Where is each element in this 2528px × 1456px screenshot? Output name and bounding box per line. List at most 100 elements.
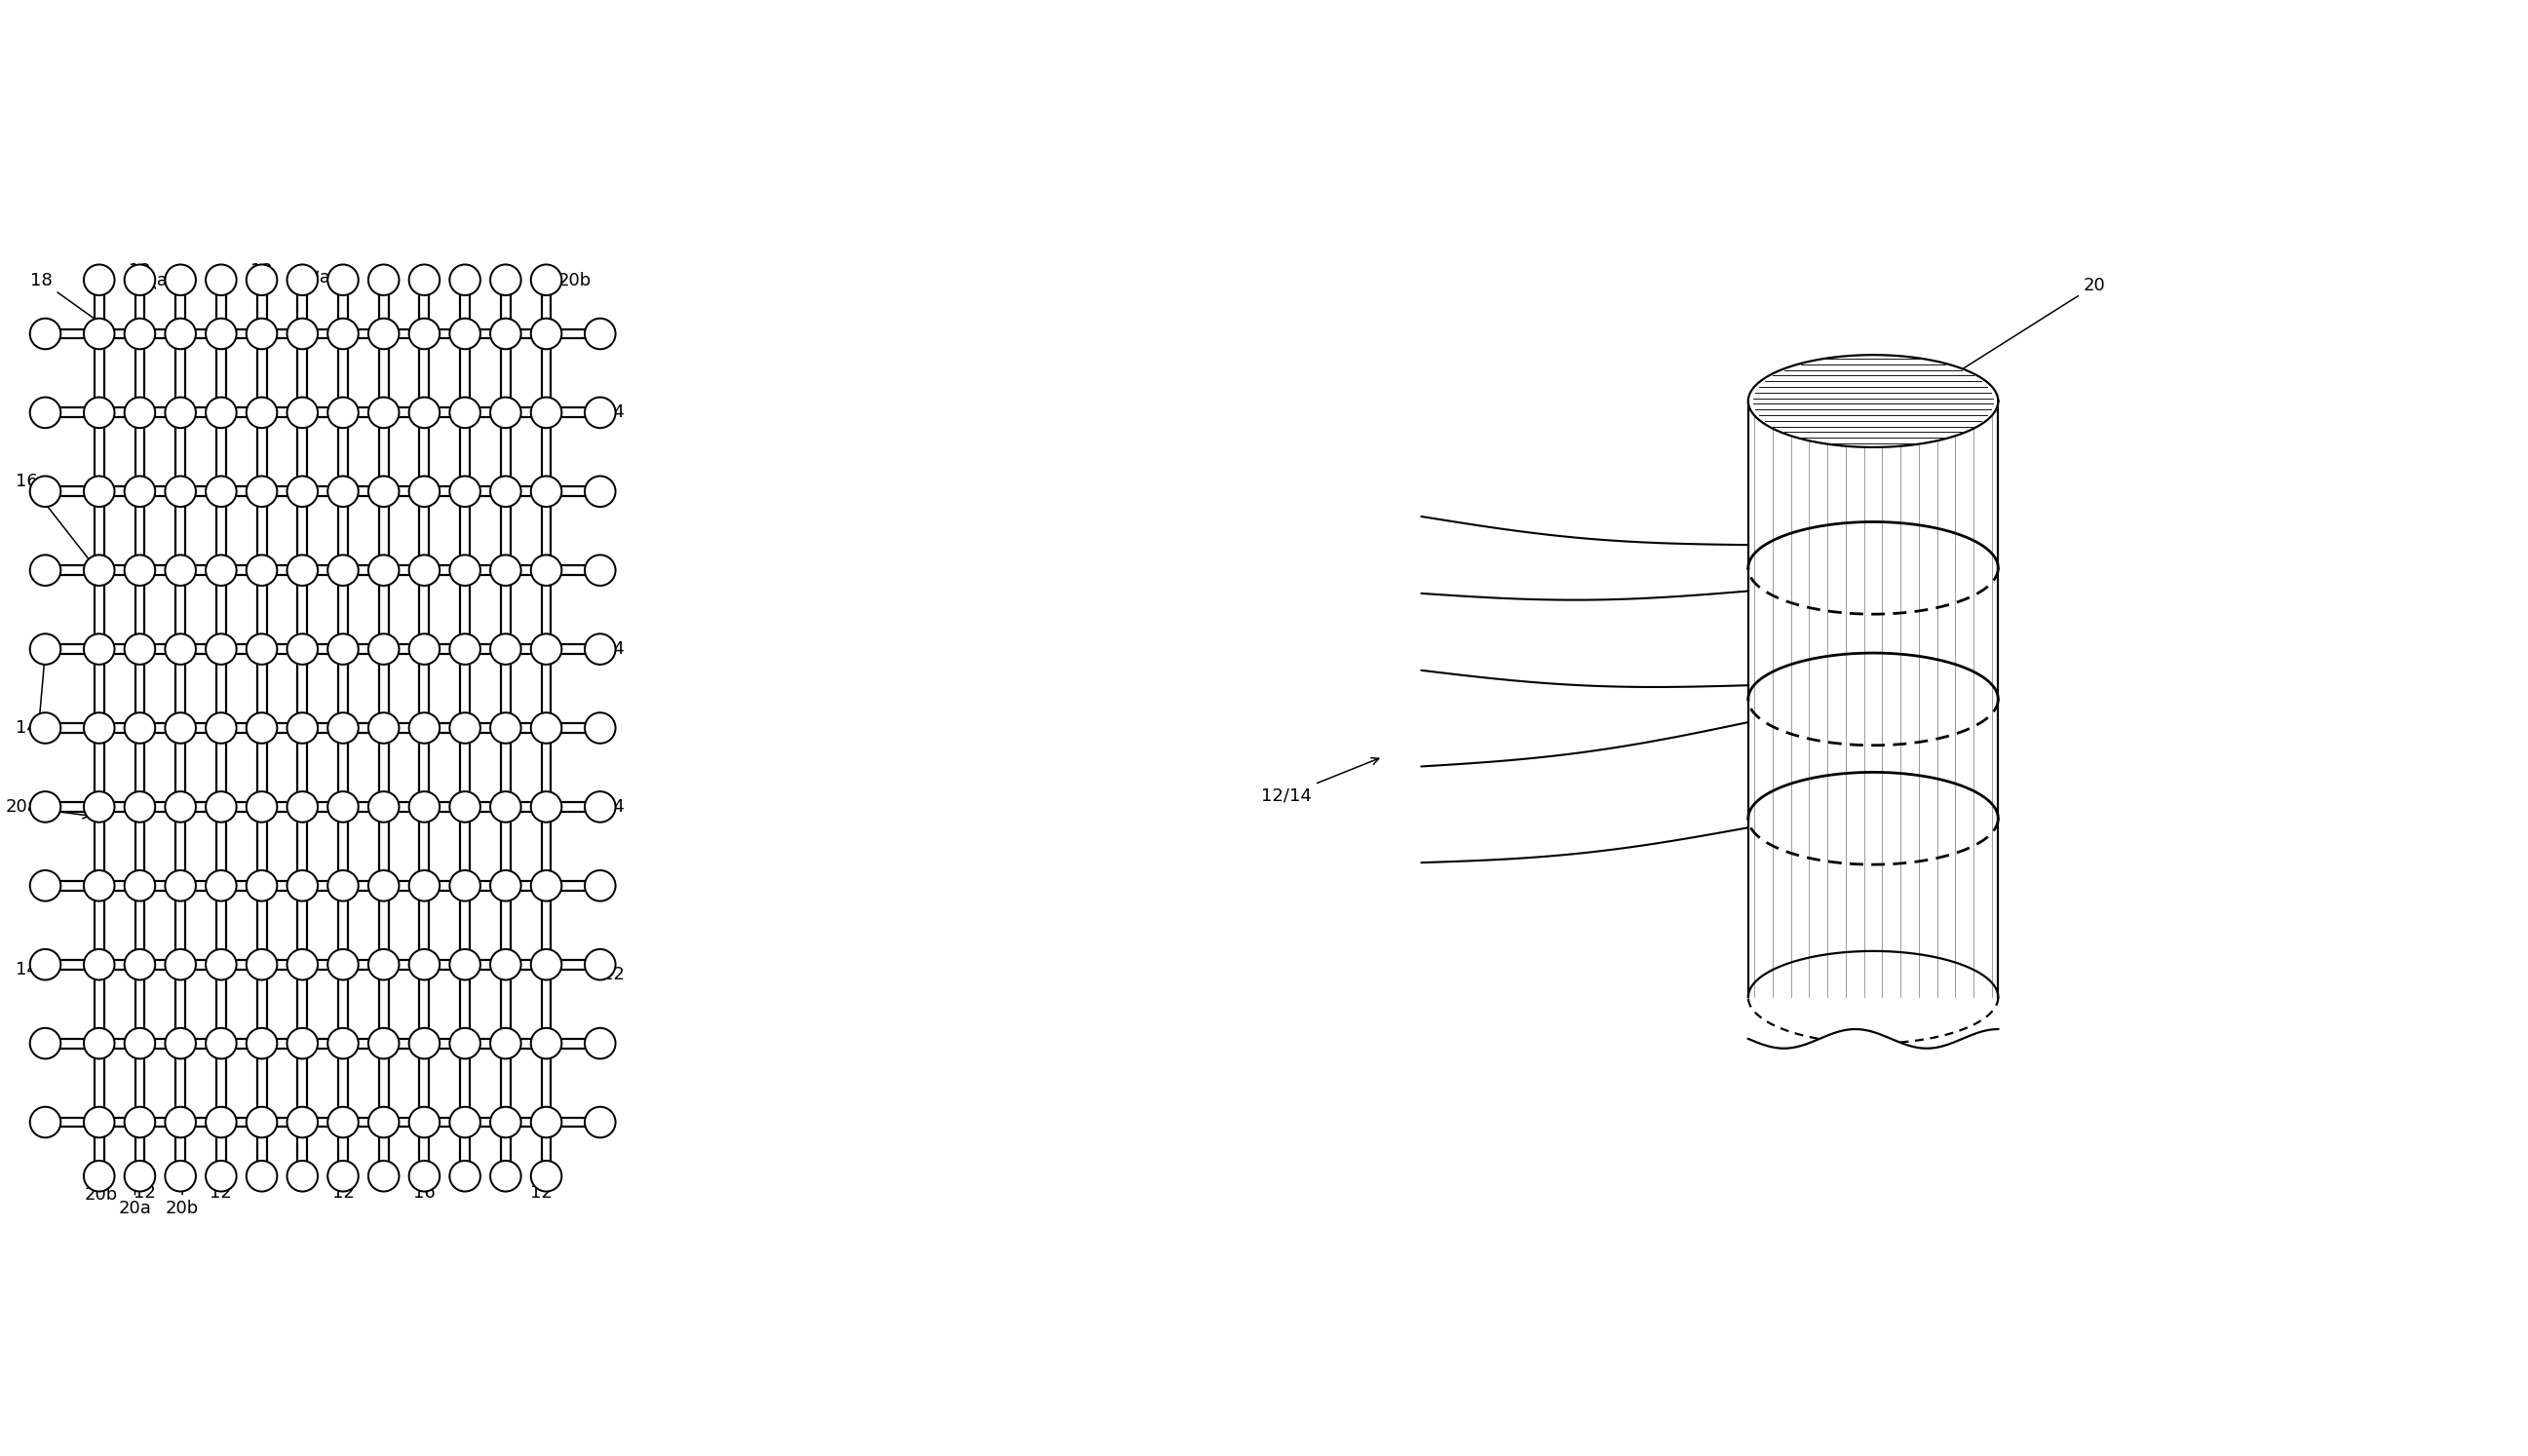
Circle shape bbox=[205, 397, 238, 428]
Circle shape bbox=[83, 792, 114, 823]
Circle shape bbox=[369, 265, 399, 296]
Circle shape bbox=[164, 712, 195, 744]
Circle shape bbox=[369, 633, 399, 664]
Circle shape bbox=[30, 949, 61, 980]
Circle shape bbox=[245, 1107, 278, 1137]
Circle shape bbox=[410, 476, 440, 507]
Circle shape bbox=[83, 397, 114, 428]
Circle shape bbox=[584, 1028, 614, 1059]
Circle shape bbox=[164, 265, 195, 296]
Circle shape bbox=[531, 792, 561, 823]
Circle shape bbox=[450, 265, 480, 296]
Circle shape bbox=[164, 1028, 195, 1059]
Circle shape bbox=[329, 1160, 359, 1191]
Circle shape bbox=[30, 712, 61, 744]
Circle shape bbox=[410, 265, 440, 296]
Circle shape bbox=[584, 555, 614, 585]
Text: 20a: 20a bbox=[5, 798, 91, 818]
Circle shape bbox=[124, 949, 154, 980]
Polygon shape bbox=[1749, 355, 1997, 447]
Text: 14: 14 bbox=[15, 961, 38, 978]
Polygon shape bbox=[1749, 400, 1997, 997]
Circle shape bbox=[205, 712, 238, 744]
Circle shape bbox=[329, 792, 359, 823]
Circle shape bbox=[450, 555, 480, 585]
Circle shape bbox=[124, 1107, 154, 1137]
Circle shape bbox=[124, 319, 154, 349]
Circle shape bbox=[450, 792, 480, 823]
Circle shape bbox=[450, 633, 480, 664]
Circle shape bbox=[164, 397, 195, 428]
Text: 20b: 20b bbox=[83, 1179, 119, 1203]
Circle shape bbox=[245, 265, 278, 296]
Circle shape bbox=[164, 319, 195, 349]
Circle shape bbox=[531, 265, 561, 296]
Circle shape bbox=[450, 319, 480, 349]
Circle shape bbox=[369, 949, 399, 980]
Circle shape bbox=[584, 949, 614, 980]
Circle shape bbox=[83, 949, 114, 980]
Circle shape bbox=[205, 265, 238, 296]
Text: 14: 14 bbox=[602, 798, 624, 815]
Text: 12/14: 12/14 bbox=[1261, 757, 1378, 804]
Circle shape bbox=[245, 1028, 278, 1059]
Circle shape bbox=[329, 1107, 359, 1137]
Circle shape bbox=[124, 1160, 154, 1191]
Circle shape bbox=[369, 1028, 399, 1059]
Circle shape bbox=[245, 319, 278, 349]
Circle shape bbox=[83, 476, 114, 507]
Circle shape bbox=[329, 712, 359, 744]
Circle shape bbox=[410, 633, 440, 664]
Circle shape bbox=[329, 871, 359, 901]
Circle shape bbox=[584, 319, 614, 349]
Circle shape bbox=[83, 555, 114, 585]
Circle shape bbox=[490, 633, 521, 664]
Circle shape bbox=[531, 319, 561, 349]
Circle shape bbox=[30, 555, 61, 585]
Circle shape bbox=[369, 476, 399, 507]
Circle shape bbox=[288, 1160, 319, 1191]
Circle shape bbox=[531, 397, 561, 428]
Circle shape bbox=[531, 555, 561, 585]
Circle shape bbox=[410, 1107, 440, 1137]
Circle shape bbox=[490, 1028, 521, 1059]
Circle shape bbox=[329, 949, 359, 980]
Circle shape bbox=[205, 319, 238, 349]
Circle shape bbox=[30, 476, 61, 507]
Circle shape bbox=[124, 1028, 154, 1059]
Circle shape bbox=[450, 1028, 480, 1059]
Text: 20a: 20a bbox=[298, 269, 331, 287]
Circle shape bbox=[164, 555, 195, 585]
Circle shape bbox=[124, 712, 154, 744]
Text: 20b: 20b bbox=[167, 1181, 200, 1217]
Circle shape bbox=[329, 397, 359, 428]
Circle shape bbox=[124, 871, 154, 901]
Circle shape bbox=[531, 712, 561, 744]
Circle shape bbox=[288, 397, 319, 428]
Circle shape bbox=[584, 712, 614, 744]
Circle shape bbox=[369, 397, 399, 428]
Circle shape bbox=[205, 633, 238, 664]
Circle shape bbox=[329, 319, 359, 349]
Circle shape bbox=[164, 792, 195, 823]
Circle shape bbox=[584, 476, 614, 507]
Circle shape bbox=[83, 871, 114, 901]
Circle shape bbox=[490, 792, 521, 823]
Circle shape bbox=[369, 555, 399, 585]
Circle shape bbox=[205, 1028, 238, 1059]
Circle shape bbox=[369, 1107, 399, 1137]
Circle shape bbox=[410, 871, 440, 901]
Circle shape bbox=[164, 1160, 195, 1191]
Circle shape bbox=[205, 1107, 238, 1137]
Circle shape bbox=[124, 555, 154, 585]
Circle shape bbox=[30, 1028, 61, 1059]
Circle shape bbox=[288, 949, 319, 980]
Circle shape bbox=[329, 265, 359, 296]
Text: 12: 12 bbox=[210, 1178, 233, 1201]
Circle shape bbox=[30, 633, 61, 664]
Circle shape bbox=[450, 871, 480, 901]
Circle shape bbox=[450, 712, 480, 744]
Text: 16: 16 bbox=[15, 473, 43, 491]
Circle shape bbox=[410, 949, 440, 980]
Circle shape bbox=[410, 319, 440, 349]
